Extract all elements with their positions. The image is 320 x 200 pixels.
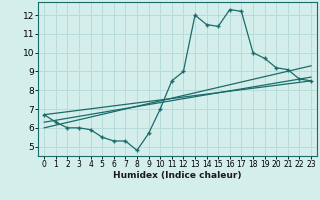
X-axis label: Humidex (Indice chaleur): Humidex (Indice chaleur) [113, 171, 242, 180]
